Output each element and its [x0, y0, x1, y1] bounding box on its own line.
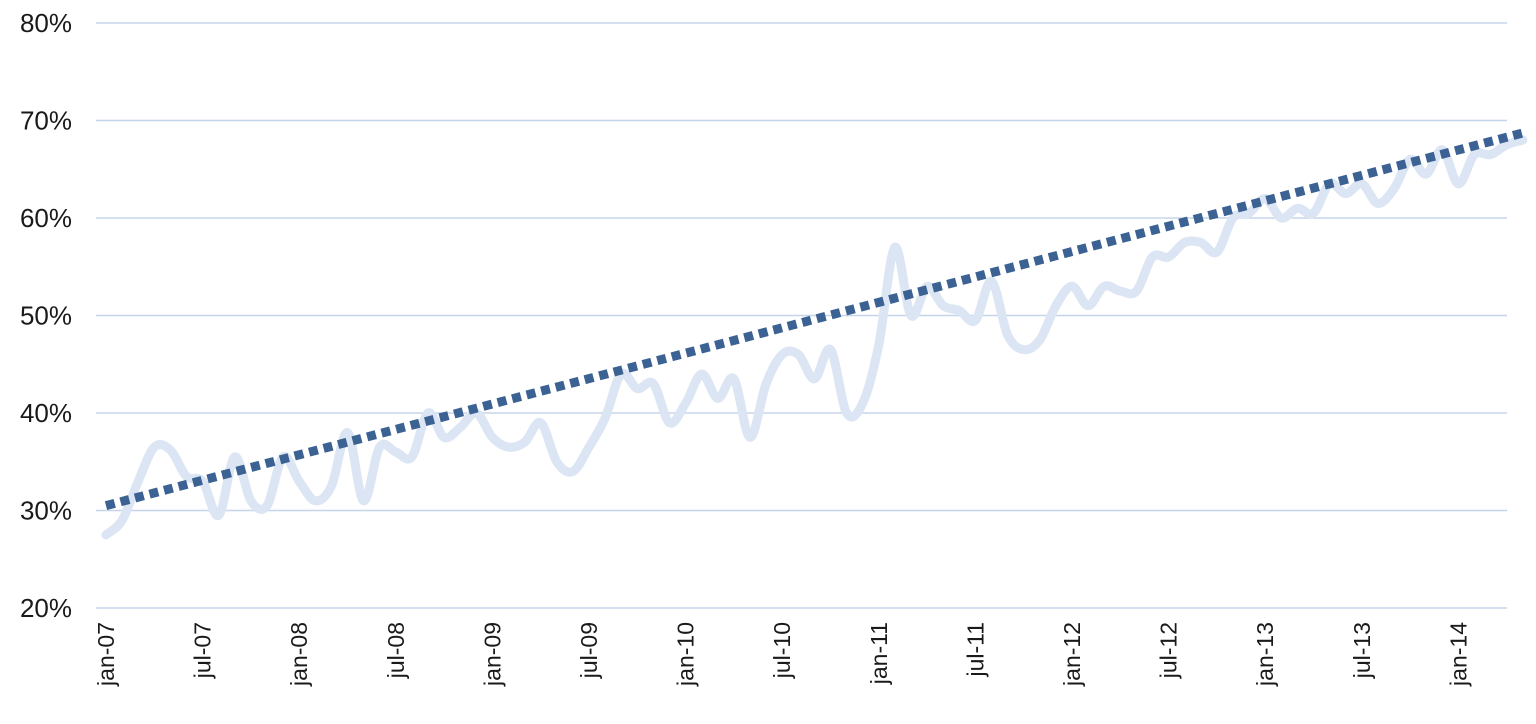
- x-tick-label: jan-11: [866, 622, 892, 685]
- y-axis-tick-labels: 20% 30% 40% 50% 60% 70% 80%: [20, 8, 72, 623]
- x-tick-label: jan-12: [1059, 622, 1085, 687]
- x-tick-label: jul-11: [962, 622, 988, 678]
- x-tick-label: jan-10: [673, 622, 699, 687]
- x-tick-label: jan-07: [93, 622, 119, 687]
- trendline: [104, 127, 1527, 510]
- series-line: [101, 135, 1528, 540]
- y-tick-label: 40%: [20, 398, 72, 428]
- grid-lines: [96, 22, 1507, 609]
- y-tick-label: 80%: [20, 8, 72, 38]
- x-tick-label: jan-13: [1252, 622, 1278, 687]
- y-tick-label: 60%: [20, 203, 72, 233]
- x-tick-label: jul-13: [1349, 622, 1375, 679]
- y-tick-label: 30%: [20, 496, 72, 526]
- y-tick-label: 20%: [20, 593, 72, 623]
- y-tick-label: 50%: [20, 301, 72, 331]
- x-tick-label: jan-08: [286, 622, 312, 687]
- y-tick-label: 70%: [20, 106, 72, 136]
- x-tick-label: jul-07: [190, 622, 216, 679]
- trendline-layer: [104, 127, 1527, 510]
- series-layer: [101, 135, 1528, 540]
- x-tick-label: jan-09: [479, 622, 505, 687]
- x-tick-label: jul-09: [576, 622, 602, 679]
- x-tick-label: jul-10: [769, 622, 795, 679]
- x-tick-label: jul-08: [383, 622, 409, 679]
- x-axis-tick-labels: jan-07 jul-07 jan-08 jul-08 jan-09 jul-09 jan-…: [93, 622, 1471, 687]
- x-tick-label: jan-14: [1445, 622, 1471, 687]
- x-tick-label: jul-12: [1156, 622, 1182, 679]
